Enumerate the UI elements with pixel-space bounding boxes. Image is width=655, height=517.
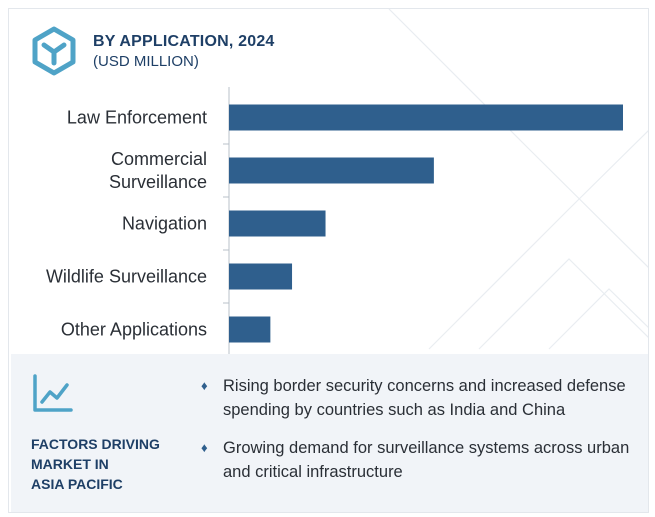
factor-item: ♦ Rising border security concerns and in… — [201, 374, 641, 422]
factors-list: ♦ Rising border security concerns and in… — [201, 374, 641, 498]
category-label: Surveillance — [109, 172, 207, 192]
factor-text: Growing demand for surveillance systems … — [223, 439, 630, 481]
bar — [229, 157, 434, 184]
bar — [229, 104, 623, 131]
category-label: Commercial — [111, 149, 207, 169]
category-label: Navigation — [122, 214, 207, 234]
trend-chart-icon — [33, 374, 73, 412]
chart-title: BY APPLICATION, 2024 — [93, 32, 275, 50]
factors-label-line: FACTORS DRIVING — [31, 436, 160, 452]
header-text: BY APPLICATION, 2024 (USD MILLION) — [93, 33, 275, 70]
diamond-bullet-icon: ♦ — [201, 378, 208, 393]
factors-label: FACTORS DRIVING MARKET IN ASIA PACIFIC — [31, 434, 191, 494]
chart-header: BY APPLICATION, 2024 (USD MILLION) — [29, 23, 275, 79]
bar — [229, 210, 326, 237]
factor-item: ♦ Growing demand for surveillance system… — [201, 436, 641, 484]
bar — [229, 316, 271, 343]
factors-label-line: ASIA PACIFIC — [31, 476, 123, 492]
application-bar-chart: Law Enforcement Commercial Surveillance Nav… — [46, 87, 623, 357]
category-label: Wildlife Surveillance — [46, 267, 207, 287]
diamond-bullet-icon: ♦ — [201, 440, 208, 455]
factors-label-line: MARKET IN — [31, 456, 109, 472]
hexagon-y-logo-icon — [32, 26, 76, 76]
chart-subtitle: (USD MILLION) — [93, 52, 199, 70]
infographic-card: BY APPLICATION, 2024 (USD MILLION) Law E… — [8, 8, 649, 513]
factors-panel: FACTORS DRIVING MARKET IN ASIA PACIFIC ♦… — [11, 354, 648, 512]
category-label: Law Enforcement — [67, 108, 207, 128]
bar — [229, 263, 293, 290]
category-label: Other Applications — [61, 320, 207, 340]
factor-text: Rising border security concerns and incr… — [223, 377, 626, 419]
